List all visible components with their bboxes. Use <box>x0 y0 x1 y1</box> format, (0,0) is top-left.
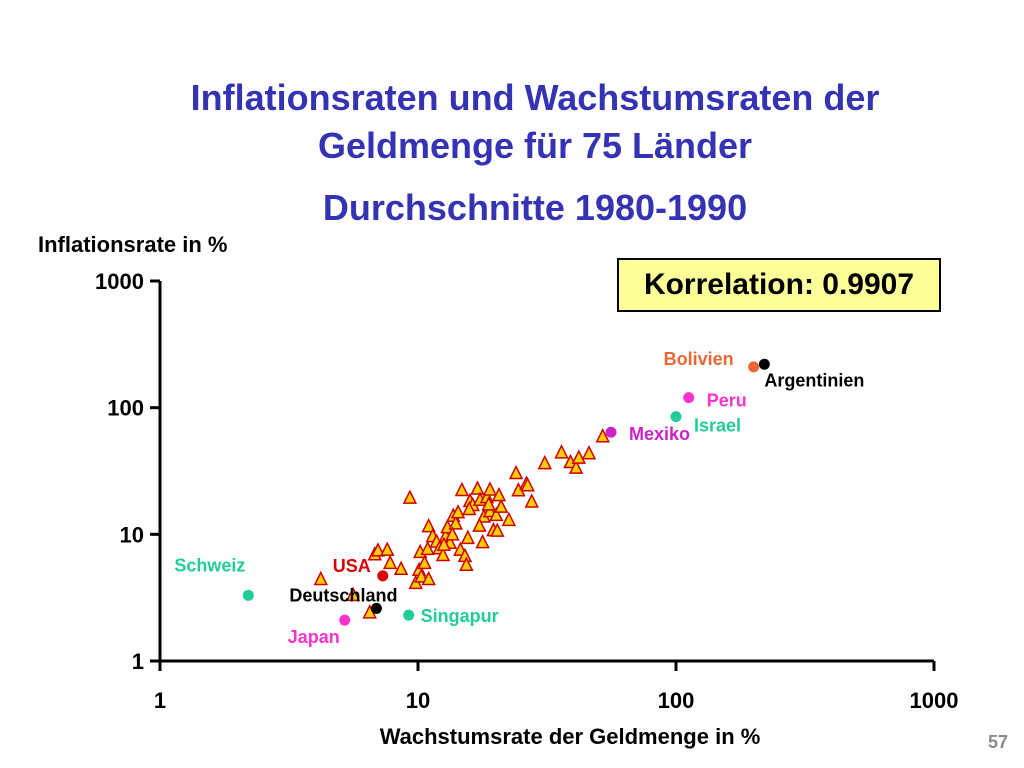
country-label-argentinien: Argentinien <box>764 370 864 390</box>
country-triangle-marker <box>421 517 436 533</box>
country-label-israel: Israel <box>694 416 741 436</box>
country-triangle-marker <box>554 444 569 459</box>
chart-title-line2: Geldmenge für 75 Länder <box>317 125 753 166</box>
country-triangle-marker <box>491 486 507 502</box>
country-triangle-marker <box>448 515 463 530</box>
country-label-mexiko: Mexiko <box>629 424 690 444</box>
country-triangle-marker <box>450 504 466 519</box>
country-label-japan: Japan <box>288 627 340 647</box>
country-triangle-marker <box>472 517 487 532</box>
axes: 1 10 100 1000 1 10 100 1000 <box>95 269 958 713</box>
x-tick-label: 10 <box>406 688 430 713</box>
country-triangle-marker <box>420 540 435 556</box>
country-dot-schweiz <box>242 589 254 601</box>
country-dot-bolivien <box>748 361 760 373</box>
country-dot-japan <box>339 614 351 626</box>
x-tick-label: 1 <box>154 688 166 713</box>
country-dot-usa <box>377 570 389 582</box>
country-dot-israel <box>670 411 682 423</box>
page-number: 57 <box>987 732 1008 752</box>
data-marks <box>242 358 770 626</box>
country-dot-mexiko <box>605 426 617 438</box>
country-dot-peru <box>683 392 695 404</box>
country-triangle-marker <box>459 556 474 572</box>
country-triangle-marker <box>490 522 505 537</box>
y-tick-label: 10 <box>120 522 144 547</box>
country-triangle-marker <box>595 428 610 443</box>
country-label-bolivien: Bolivien <box>664 349 734 369</box>
country-triangle-marker <box>460 529 476 545</box>
country-triangle-marker <box>370 542 386 557</box>
y-tick-label: 1 <box>132 649 144 674</box>
country-triangle-marker <box>380 541 395 556</box>
x-tick-label: 100 <box>658 688 695 713</box>
y-tick-label: 1000 <box>95 269 144 294</box>
chart-subtitle: Durchschnitte 1980-1990 <box>322 187 748 228</box>
country-label-usa: USA <box>333 556 371 576</box>
country-triangle-marker <box>493 498 509 513</box>
chart-title-line1: Inflationsraten und Wachstumsraten der <box>190 77 880 118</box>
country-triangle-marker <box>482 481 498 496</box>
country-triangle-marker <box>345 586 361 602</box>
country-triangle-marker <box>435 546 451 562</box>
country-triangle-marker <box>454 481 470 497</box>
country-triangle-marker <box>537 454 552 470</box>
country-triangle-marker <box>421 570 436 586</box>
country-label-singapur: Singapur <box>421 606 499 626</box>
country-triangle-marker <box>382 554 398 570</box>
x-tick-label: 1000 <box>910 688 959 713</box>
country-dot-singapur <box>403 609 415 621</box>
country-triangle-marker <box>520 477 535 492</box>
country-triangle-marker <box>462 500 477 516</box>
country-triangle-marker <box>501 511 517 527</box>
country-triangle-marker <box>393 560 409 576</box>
country-label-deutschland: Deutschland <box>289 585 397 605</box>
country-triangle-marker <box>445 526 460 541</box>
country-triangle-marker <box>568 459 584 474</box>
country-triangle-marker <box>470 480 485 495</box>
country-triangle-marker <box>481 496 496 511</box>
country-triangle-marker <box>313 570 329 586</box>
country-triangle-marker <box>581 445 597 460</box>
country-triangle-marker <box>436 536 452 552</box>
country-label-peru: Peru <box>707 391 747 411</box>
country-triangle-marker <box>489 506 504 522</box>
country-triangle-marker <box>524 493 539 508</box>
country-triangle-marker <box>417 554 432 570</box>
country-triangle-marker <box>571 449 587 464</box>
correlation-box: Korrelation: 0.9907 <box>617 258 941 312</box>
country-triangle-marker <box>475 533 490 549</box>
country-triangle-marker <box>402 489 418 504</box>
country-triangle-marker <box>508 464 524 480</box>
country-dot-argentinien <box>758 358 770 370</box>
y-tick-label: 100 <box>107 396 144 421</box>
country-label-schweiz: Schweiz <box>174 555 245 575</box>
country-triangle-marker <box>414 568 429 583</box>
country-dot-deutschland <box>370 602 382 614</box>
y-axis-label: Inflationsrate in % <box>38 232 228 257</box>
x-axis-label: Wachstumsrate der Geldmenge in % <box>379 724 761 749</box>
